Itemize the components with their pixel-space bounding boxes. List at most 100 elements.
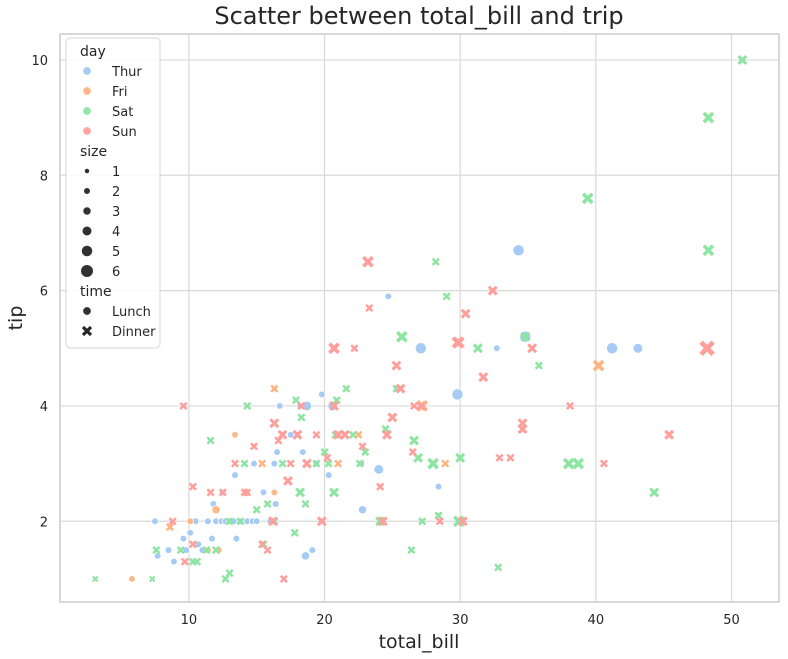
scatter-point (290, 528, 299, 537)
scatter-point (268, 516, 278, 527)
scatter-point (312, 430, 321, 439)
scatter-point (269, 418, 280, 429)
scatter-point (649, 487, 660, 498)
scatter-point (581, 192, 594, 205)
scatter-point (232, 534, 241, 543)
scatter-point (243, 488, 252, 497)
scatter-point (186, 529, 194, 537)
scatter-point (632, 343, 644, 354)
scatter-point (377, 516, 388, 527)
scatter-point (258, 540, 267, 549)
scatter-point (329, 487, 340, 498)
scatter-point (301, 458, 312, 469)
scatter-point (410, 401, 419, 411)
x-tick-label: 20 (316, 613, 333, 628)
scatter-point (376, 482, 385, 491)
scatter-point (176, 546, 185, 555)
scatter-point (206, 488, 215, 497)
scatter-point (231, 431, 239, 439)
x-tick-label: 40 (588, 613, 605, 628)
scatter-point (323, 453, 332, 462)
scatter-point (702, 111, 715, 124)
scatter-point (263, 546, 272, 555)
scatter-point (702, 244, 715, 257)
scatter-point (225, 517, 234, 526)
scatter-point (332, 396, 341, 405)
legend-marker (82, 206, 92, 216)
scatter-point (202, 546, 211, 555)
scatter-point (434, 482, 443, 491)
scatter-point (218, 488, 227, 497)
scatter-point (225, 569, 234, 578)
scatter-point (435, 517, 444, 526)
scatter-point (395, 383, 406, 394)
scatter-point (506, 453, 515, 462)
scatter-point (495, 453, 504, 462)
scatter-point (451, 388, 464, 401)
scatter-point (270, 384, 279, 393)
scatter-point (297, 413, 306, 422)
x-axis-label: total_bill (379, 631, 460, 653)
scatter-point (512, 244, 525, 257)
y-tick-label: 4 (40, 400, 48, 415)
legend-label: Lunch (112, 305, 151, 320)
scatter-point (431, 257, 440, 266)
scatter-point (253, 517, 261, 525)
scatter-point (342, 384, 351, 393)
scatter-point (186, 517, 194, 525)
scatter-point (375, 516, 386, 527)
scatter-point (211, 546, 221, 555)
legend-marker (82, 86, 92, 96)
scatter-point (168, 517, 177, 526)
scatter-point (272, 500, 280, 508)
scatter-point (365, 303, 374, 312)
scatter-point (361, 448, 370, 457)
scatter-point (434, 511, 443, 520)
scatter-point (527, 343, 538, 354)
scatter-point (339, 429, 350, 440)
legend-marker (82, 126, 92, 136)
legend-label: 4 (112, 225, 120, 240)
scatter-point (208, 534, 216, 543)
scatter-point (408, 448, 417, 457)
scatter-point (414, 342, 427, 355)
scatter-point (572, 457, 585, 470)
scatter-point (206, 436, 215, 445)
legend-marker (81, 225, 93, 237)
scatter-point (324, 459, 333, 468)
scatter-point (180, 557, 189, 566)
legend-label: 6 (112, 265, 120, 280)
scatter-point (279, 574, 288, 584)
scatter-point (230, 459, 240, 468)
y-tick-label: 8 (40, 169, 48, 184)
x-tick-label: 50 (723, 613, 740, 628)
scatter-point (297, 401, 306, 411)
scatter-point (270, 488, 279, 497)
scatter-point (292, 429, 303, 440)
scatter-point (270, 459, 279, 468)
legend-marker (84, 168, 90, 174)
scatter-point (286, 431, 295, 439)
scatter-point (301, 499, 310, 509)
legend-label: 5 (112, 245, 120, 260)
scatter-point (457, 516, 468, 527)
y-tick-label: 6 (40, 285, 48, 300)
scatter-point (128, 575, 136, 583)
scatter-point (259, 488, 268, 497)
y-axis-label: tip (5, 306, 27, 331)
scatter-point (165, 522, 174, 532)
scatter-point (478, 372, 489, 383)
plot-frame (59, 33, 780, 603)
legend-label: Dinner (112, 325, 156, 340)
scatter-point (442, 292, 451, 301)
scatter-point (328, 342, 340, 355)
scatter-point (566, 401, 575, 411)
legend-title: time (80, 284, 112, 300)
data-points (92, 54, 748, 584)
legend-marker (81, 245, 93, 257)
legend-marker (82, 66, 92, 76)
legend-label: Thur (111, 65, 142, 80)
scatter-point (188, 482, 198, 491)
scatter-point (282, 475, 293, 486)
